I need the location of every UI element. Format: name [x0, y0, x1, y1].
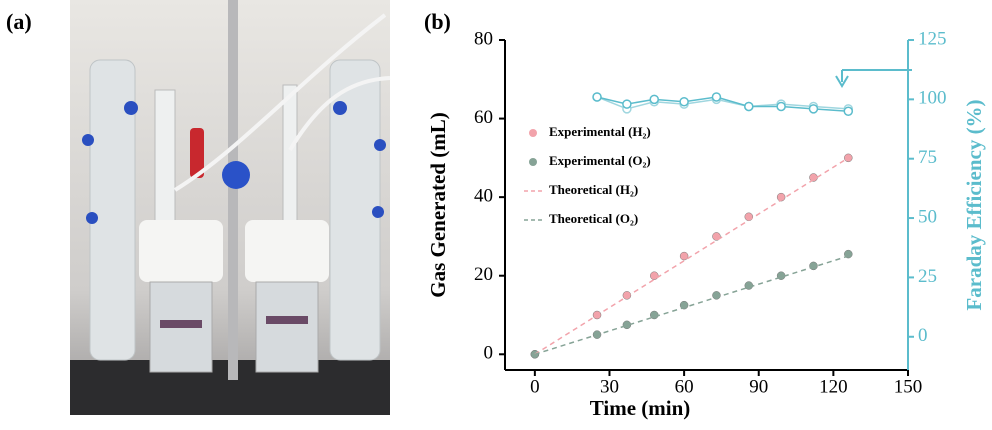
legend-marker	[529, 158, 537, 166]
data-point	[622, 291, 632, 300]
y2-tick-label: 50	[918, 206, 937, 227]
y-tick-label: 20	[474, 264, 493, 285]
legend-label: Theoretical (H₂)	[549, 182, 638, 197]
x-axis-label: Time (min)	[590, 396, 691, 420]
data-point	[776, 101, 786, 112]
y-axis-label: Gas Generated (mL)	[426, 112, 450, 297]
x-tick-label: 0	[530, 376, 540, 397]
y-tick-label: 80	[474, 28, 493, 49]
legend-label: Theoretical (O₂)	[549, 211, 638, 226]
y2-tick-label: 75	[918, 147, 937, 168]
data-point	[844, 153, 853, 163]
y2-tick-label: 125	[918, 28, 947, 49]
panel-label: (b)	[424, 9, 451, 34]
theory-line	[534, 255, 849, 356]
data-point	[649, 94, 660, 105]
y2-tick-label: 25	[918, 266, 937, 287]
arrow	[835, 69, 912, 88]
data-point	[711, 92, 722, 102]
data-point	[809, 261, 818, 271]
photo	[70, 0, 391, 415]
data-point	[592, 92, 602, 102]
legend-label: Experimental (H₂)	[549, 124, 651, 139]
y2-tick-label: 0	[918, 325, 928, 346]
y-tick-label: 40	[474, 186, 493, 207]
data-point	[744, 281, 754, 290]
panel-label: (a)	[6, 9, 32, 34]
x-tick-label: 120	[819, 376, 848, 397]
y-tick-label: 60	[474, 107, 493, 128]
x-tick-label: 30	[600, 376, 619, 397]
data-point	[650, 310, 659, 320]
theory-line	[534, 157, 849, 355]
y-tick-label: 0	[484, 343, 494, 364]
y2-tick-label: 100	[918, 88, 947, 109]
data-point	[679, 251, 689, 261]
data-point	[744, 101, 754, 112]
data-point	[650, 271, 659, 280]
data-point	[679, 300, 689, 310]
x-tick-label: 60	[675, 376, 694, 397]
legend-marker	[529, 129, 537, 137]
x-tick-label: 150	[894, 376, 923, 397]
x-tick-label: 90	[749, 376, 768, 397]
legend-label: Experimental (O₂)	[549, 153, 651, 168]
data-point	[808, 104, 819, 114]
data-point	[679, 96, 689, 107]
y2-axis-label: Faraday Efficiency (%)	[962, 99, 986, 310]
data-point	[843, 106, 854, 116]
data-point	[622, 99, 632, 109]
